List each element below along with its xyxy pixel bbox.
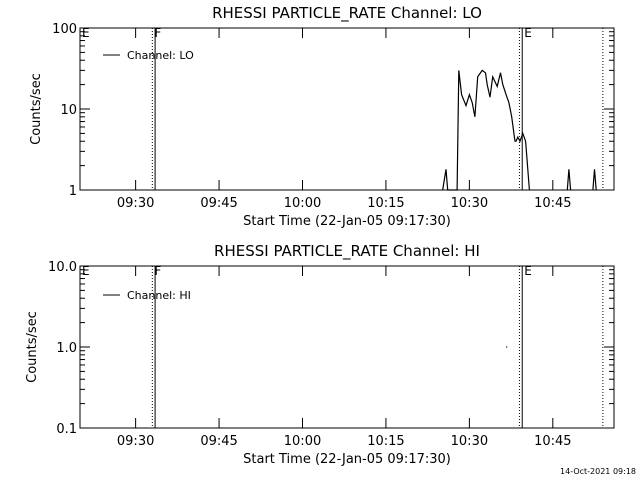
y-tick-label: 10.0 (48, 260, 77, 275)
event-marker-label: E (524, 26, 532, 40)
x-tick-label: 10:15 (367, 196, 404, 211)
x-tick-label: 09:45 (200, 196, 237, 211)
x-tick-label: 10:45 (534, 196, 571, 211)
y-axis-label: Counts/sec (29, 73, 44, 145)
event-marker-label: E (82, 264, 90, 278)
legend-label: Channel: LO (127, 49, 194, 62)
x-axis-label: Start Time (22-Jan-05 09:17:30) (243, 214, 451, 229)
x-tick-label: 10:00 (284, 196, 321, 211)
y-tick-label: 1.0 (56, 341, 77, 356)
y-tick-label: 0.1 (56, 422, 77, 437)
legend-label: Channel: HI (127, 289, 191, 302)
chart-title: RHESSI PARTICLE_RATE Channel: HI (214, 242, 480, 261)
panel-2: RHESSI PARTICLE_RATE Channel: HI 0.1 1.0 10… (25, 242, 615, 467)
x-tick-label: 09:30 (117, 434, 154, 449)
event-marker-label: E (82, 26, 90, 40)
x-axis-label: Start Time (22-Jan-05 09:17:30) (243, 452, 451, 467)
footer-timestamp: 14-Oct-2021 09:18 (560, 467, 636, 476)
x-tick-label: 10:45 (534, 434, 571, 449)
x-tick-label: 10:30 (451, 196, 488, 211)
event-marker-label: E (524, 264, 532, 278)
series-line (566, 169, 572, 191)
panel-1: RHESSI PARTICLE_RATE Channel: LO 1 10 100 09… (29, 4, 615, 229)
event-marker-label: F (154, 26, 161, 40)
y-axis-label: Counts/sec (25, 311, 40, 383)
x-tick-label: 09:30 (117, 196, 154, 211)
x-tick-label: 10:15 (367, 434, 404, 449)
x-tick-label: 09:45 (200, 434, 237, 449)
chart-title: RHESSI PARTICLE_RATE Channel: LO (212, 4, 482, 23)
series-line (592, 169, 597, 191)
series-line (442, 69, 530, 191)
y-tick-label: 10 (60, 103, 77, 118)
event-marker-label: F (154, 264, 161, 278)
y-tick-label: 1 (69, 184, 77, 199)
x-tick-label: 10:30 (451, 434, 488, 449)
y-tick-label: 100 (52, 22, 77, 37)
x-tick-label: 10:00 (284, 434, 321, 449)
